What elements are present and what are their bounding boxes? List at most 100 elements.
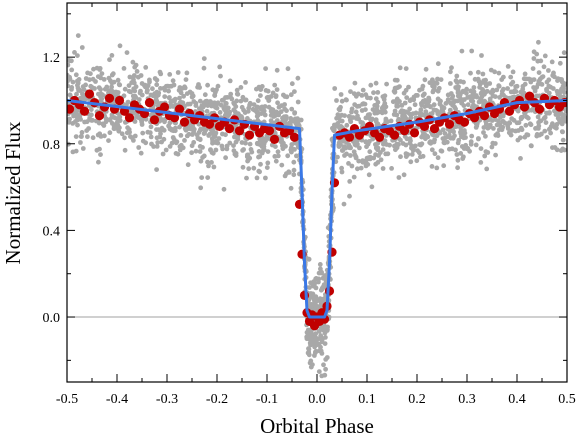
raw-point <box>407 106 412 112</box>
raw-point <box>238 98 244 104</box>
raw-point <box>69 87 74 92</box>
binned-point <box>204 119 215 129</box>
raw-point <box>402 100 408 106</box>
raw-point <box>380 166 386 171</box>
raw-point <box>431 102 437 108</box>
raw-point <box>487 81 493 86</box>
raw-point <box>412 102 418 108</box>
raw-point <box>111 79 117 85</box>
raw-point <box>292 147 297 152</box>
raw-point <box>166 95 172 101</box>
raw-point <box>129 80 135 85</box>
raw-point <box>516 128 521 133</box>
binned-point <box>179 117 190 127</box>
raw-point <box>392 89 398 95</box>
raw-point <box>183 77 189 82</box>
raw-point <box>470 98 476 104</box>
raw-point <box>107 130 113 136</box>
raw-point <box>396 142 401 147</box>
raw-point <box>479 53 484 58</box>
raw-point <box>364 144 369 150</box>
raw-point <box>131 74 136 80</box>
raw-point <box>545 110 550 116</box>
raw-point <box>548 130 553 136</box>
raw-point <box>483 77 488 83</box>
raw-point <box>79 45 85 50</box>
raw-point <box>546 90 552 96</box>
raw-point <box>231 143 236 149</box>
raw-point <box>441 163 447 169</box>
raw-point <box>289 142 295 147</box>
raw-point <box>136 145 142 150</box>
raw-point <box>368 82 374 88</box>
raw-point <box>419 86 425 92</box>
raw-point <box>99 71 105 76</box>
raw-point <box>283 114 288 120</box>
raw-point <box>166 88 172 94</box>
raw-point <box>535 81 541 87</box>
raw-point <box>324 355 330 360</box>
raw-point <box>104 84 110 90</box>
raw-point <box>177 144 183 149</box>
raw-point <box>563 108 567 114</box>
raw-point <box>471 85 477 90</box>
raw-point <box>445 92 451 98</box>
raw-point <box>229 96 235 102</box>
raw-point <box>289 106 295 112</box>
raw-point <box>440 127 446 133</box>
raw-point <box>348 145 353 151</box>
binned-point <box>269 134 280 144</box>
raw-point <box>555 89 561 95</box>
raw-point <box>139 81 145 86</box>
raw-point <box>127 74 133 80</box>
raw-point <box>423 66 429 72</box>
raw-point <box>75 33 81 38</box>
raw-point <box>291 167 297 173</box>
raw-point <box>369 184 375 190</box>
raw-point <box>469 48 475 54</box>
raw-point <box>67 57 72 63</box>
raw-point <box>367 149 373 155</box>
raw-point <box>278 109 284 115</box>
binned-point <box>67 104 75 114</box>
raw-point <box>171 137 177 142</box>
raw-point <box>334 98 339 103</box>
raw-point <box>365 95 370 101</box>
raw-point <box>548 84 553 90</box>
raw-point <box>198 126 204 132</box>
raw-point <box>275 149 281 155</box>
raw-point <box>346 114 352 119</box>
raw-point <box>201 56 207 61</box>
raw-point <box>246 105 252 111</box>
raw-point <box>78 117 83 122</box>
raw-point <box>122 135 127 141</box>
raw-point <box>454 73 460 79</box>
raw-point <box>348 153 353 158</box>
raw-point <box>272 82 278 88</box>
raw-point <box>471 89 477 95</box>
raw-point <box>352 152 358 158</box>
raw-point <box>419 102 425 108</box>
x-tick-label: 0.1 <box>358 392 376 407</box>
binned-point <box>344 132 355 142</box>
raw-point <box>384 81 389 87</box>
raw-point <box>244 175 249 181</box>
raw-point <box>305 327 311 333</box>
raw-point <box>223 132 228 138</box>
raw-point <box>158 86 163 91</box>
raw-point <box>171 82 177 88</box>
raw-point <box>189 94 195 100</box>
raw-point <box>235 136 241 142</box>
raw-point <box>279 139 285 145</box>
raw-point <box>561 50 567 56</box>
raw-point <box>261 108 267 114</box>
raw-point <box>371 90 376 96</box>
binned-point <box>114 95 125 106</box>
raw-point <box>347 193 352 199</box>
raw-point <box>205 175 211 181</box>
binned-point <box>159 102 170 112</box>
binned-point <box>399 126 410 136</box>
raw-point <box>187 101 193 107</box>
raw-point <box>125 125 130 131</box>
raw-point <box>458 151 464 156</box>
